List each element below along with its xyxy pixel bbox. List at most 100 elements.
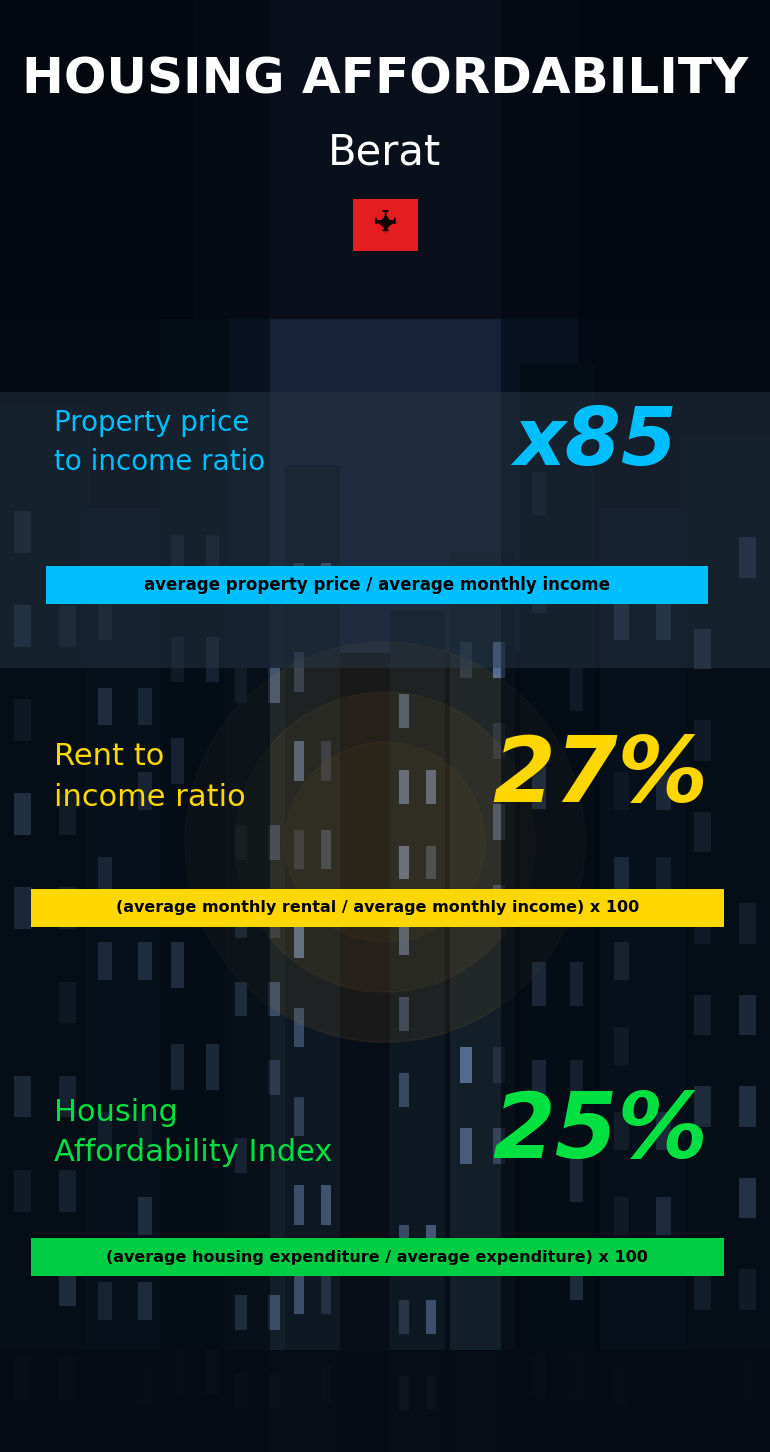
Bar: [353, 199, 417, 251]
Bar: [493, 1128, 504, 1165]
Text: (average monthly rental / average monthly income) x 100: (average monthly rental / average monthl…: [116, 900, 639, 915]
Bar: [427, 1224, 436, 1259]
Text: Rent to
income ratio: Rent to income ratio: [54, 742, 246, 812]
Bar: [570, 1353, 583, 1397]
Bar: [493, 723, 504, 759]
Bar: [614, 1112, 629, 1150]
Bar: [493, 804, 504, 839]
Text: (average housing expenditure / average expenditure) x 100: (average housing expenditure / average e…: [106, 1250, 648, 1265]
Text: Housing
Affordability Index: Housing Affordability Index: [54, 1098, 333, 1167]
Bar: [98, 687, 112, 725]
Bar: [399, 1224, 409, 1259]
Bar: [59, 605, 75, 648]
Bar: [532, 765, 545, 809]
Bar: [15, 1170, 31, 1211]
Bar: [294, 919, 303, 958]
Circle shape: [235, 693, 535, 992]
Bar: [268, 1295, 280, 1330]
Bar: [31, 889, 724, 926]
Bar: [321, 741, 331, 781]
Bar: [399, 998, 409, 1031]
Bar: [138, 1282, 152, 1320]
Bar: [695, 812, 711, 852]
Bar: [532, 569, 545, 613]
Bar: [695, 903, 711, 944]
Bar: [532, 472, 545, 515]
Bar: [206, 1044, 219, 1089]
Bar: [532, 1060, 545, 1104]
Bar: [399, 1376, 409, 1410]
Bar: [460, 1047, 472, 1083]
Bar: [739, 1086, 755, 1127]
Bar: [0, 0, 270, 1452]
Bar: [321, 563, 331, 603]
Bar: [85, 508, 165, 1452]
Bar: [138, 772, 152, 810]
Text: HOUSING AFFORDABILITY: HOUSING AFFORDABILITY: [22, 55, 748, 105]
Bar: [427, 1301, 436, 1334]
Bar: [399, 770, 409, 803]
Bar: [739, 903, 755, 944]
Bar: [532, 961, 545, 1005]
Bar: [570, 1060, 583, 1104]
Bar: [0, 407, 90, 1452]
Bar: [98, 1112, 112, 1150]
Bar: [532, 1353, 545, 1397]
Bar: [236, 825, 247, 860]
Bar: [399, 1301, 409, 1334]
Text: Berat: Berat: [328, 132, 442, 173]
Bar: [15, 605, 31, 648]
Bar: [236, 903, 247, 938]
Bar: [268, 668, 280, 703]
Bar: [225, 581, 290, 1452]
Bar: [59, 887, 75, 929]
Bar: [138, 1196, 152, 1234]
Bar: [390, 610, 445, 1452]
Bar: [206, 636, 219, 682]
Bar: [321, 831, 331, 870]
Bar: [399, 845, 409, 880]
Bar: [98, 857, 112, 894]
Bar: [695, 629, 711, 669]
Bar: [570, 961, 583, 1005]
Bar: [500, 0, 770, 1452]
Bar: [59, 1170, 75, 1211]
Bar: [138, 942, 152, 980]
Bar: [450, 552, 515, 1452]
Bar: [294, 741, 303, 781]
Bar: [695, 1269, 711, 1310]
Bar: [294, 1008, 303, 1047]
Bar: [427, 1376, 436, 1410]
Bar: [268, 825, 280, 860]
Bar: [294, 1185, 303, 1225]
Bar: [236, 982, 247, 1016]
Bar: [59, 982, 75, 1024]
Bar: [399, 922, 409, 955]
Bar: [427, 845, 436, 880]
Bar: [236, 1295, 247, 1330]
Bar: [98, 603, 112, 640]
Bar: [695, 995, 711, 1035]
Bar: [614, 772, 629, 810]
Bar: [321, 1275, 331, 1314]
Bar: [171, 1044, 184, 1089]
Circle shape: [185, 642, 585, 1043]
Bar: [294, 563, 303, 603]
Bar: [15, 700, 31, 741]
Bar: [236, 668, 247, 703]
Bar: [656, 857, 671, 894]
Bar: [59, 1076, 75, 1118]
Bar: [285, 465, 340, 1452]
Bar: [15, 887, 31, 929]
Bar: [236, 1138, 247, 1173]
Bar: [0, 0, 770, 319]
Bar: [15, 1076, 31, 1118]
Bar: [656, 603, 671, 640]
Bar: [268, 982, 280, 1016]
Bar: [739, 995, 755, 1035]
Bar: [15, 1358, 31, 1400]
Bar: [160, 319, 230, 1452]
Bar: [268, 903, 280, 938]
Bar: [656, 772, 671, 810]
Bar: [59, 1263, 75, 1305]
